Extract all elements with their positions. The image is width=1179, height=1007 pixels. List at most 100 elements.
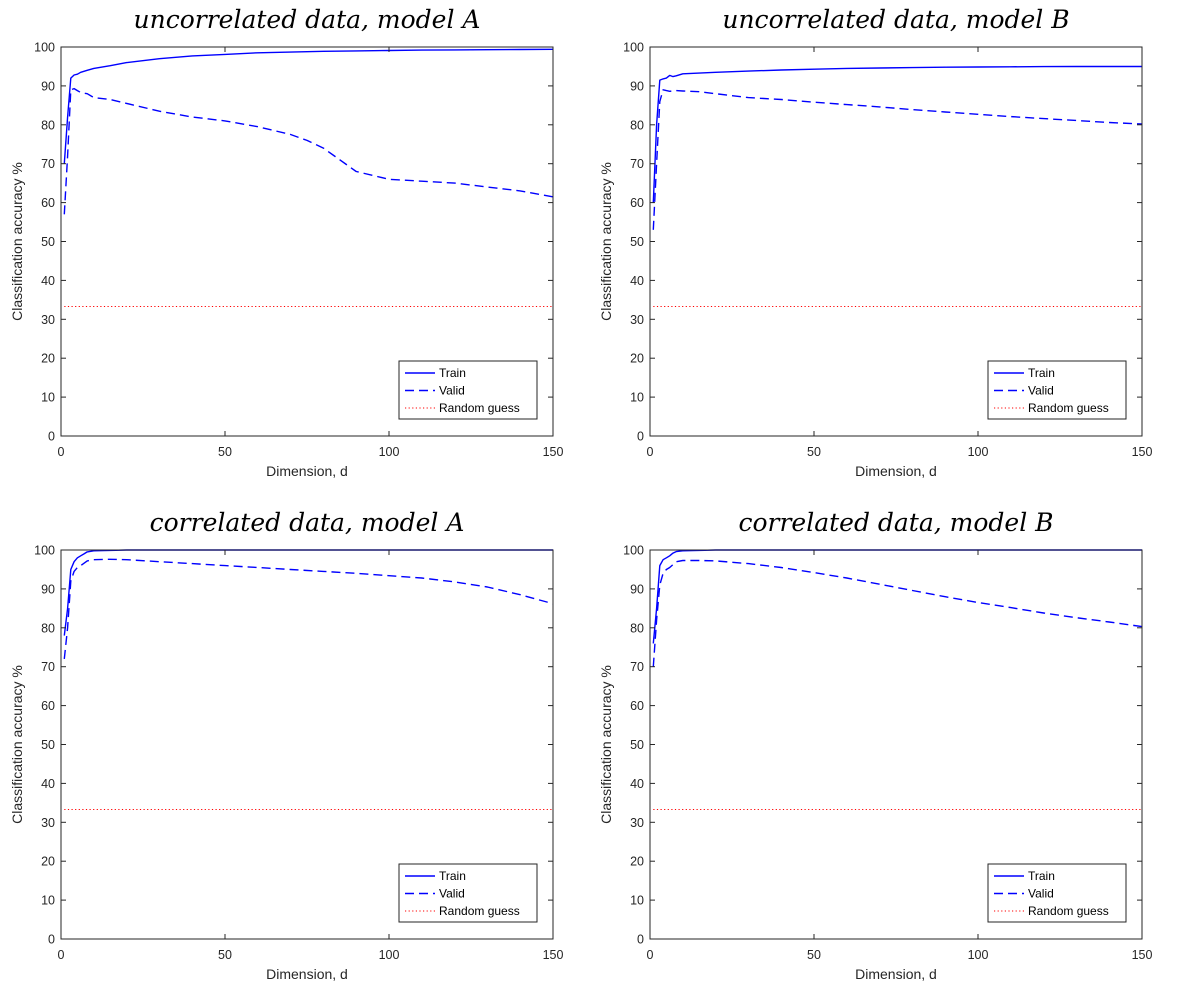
y-tick-label: 0 — [637, 430, 644, 444]
x-tick-label: 100 — [379, 948, 400, 962]
y-tick-label: 50 — [630, 235, 644, 249]
chart-panel-3: correlated data, model A 0 10 20 30 40 50 60 70 8… — [0, 503, 590, 1006]
y-tick-label: 10 — [41, 391, 55, 405]
y-axis-label: Classification accuracy % — [598, 665, 614, 824]
y-tick-label: 10 — [630, 894, 644, 908]
series-line — [63, 48, 553, 164]
x-tick-label: 0 — [58, 445, 65, 459]
series-line — [63, 87, 553, 215]
legend: Train Valid Random guess — [987, 863, 1127, 923]
y-tick-label: 60 — [630, 196, 644, 210]
y-axis-label: Classification accuracy % — [9, 162, 25, 321]
y-tick-label: 100 — [34, 544, 55, 558]
y-tick-label: 0 — [48, 933, 55, 947]
chart-svg: uncorrelated data, model A 0 10 20 30 40 50 60 7… — [9, 5, 564, 479]
y-tick-label: 10 — [630, 391, 644, 405]
y-tick-label: 100 — [34, 41, 55, 55]
series-line — [652, 65, 1142, 203]
y-tick-label: 40 — [41, 777, 55, 791]
legend-label: Random guess — [1028, 401, 1109, 415]
legend-label: Train — [1028, 869, 1055, 883]
y-tick-label: 50 — [41, 235, 55, 249]
y-tick-label: 30 — [630, 816, 644, 830]
x-tick-label: 50 — [218, 948, 232, 962]
legend: Train Valid Random guess — [987, 360, 1127, 420]
y-tick-label: 80 — [41, 118, 55, 132]
legend-label: Train — [1028, 366, 1055, 380]
y-tick-label: 90 — [41, 582, 55, 596]
legend-label: Train — [439, 366, 466, 380]
y-tick-label: 100 — [623, 41, 644, 55]
legend-label: Random guess — [439, 401, 520, 415]
y-tick-label: 90 — [630, 79, 644, 93]
y-tick-label: 60 — [630, 699, 644, 713]
legend-label: Valid — [1028, 384, 1054, 398]
chart-panel-1: uncorrelated data, model A 0 10 20 30 40 50 60 7… — [0, 0, 590, 503]
y-tick-label: 50 — [630, 738, 644, 752]
y-tick-label: 90 — [630, 582, 644, 596]
legend-label: Valid — [1028, 887, 1054, 901]
y-tick-label: 20 — [41, 855, 55, 869]
y-tick-label: 30 — [630, 313, 644, 327]
x-axis-label: Dimension, d — [855, 966, 937, 982]
x-axis-label: Dimension, d — [266, 966, 348, 982]
y-tick-label: 90 — [41, 79, 55, 93]
y-tick-label: 20 — [41, 352, 55, 366]
series-valid — [63, 558, 553, 659]
y-tick-label: 10 — [41, 894, 55, 908]
legend-label: Train — [439, 869, 466, 883]
y-tick-label: 60 — [41, 196, 55, 210]
y-tick-label: 80 — [630, 118, 644, 132]
chart-panel-4: correlated data, model B 0 10 20 30 40 50 60 70 8… — [589, 503, 1179, 1006]
series-line — [652, 559, 1142, 667]
chart-title: uncorrelated data, model B — [722, 5, 1069, 34]
y-tick-label: 70 — [630, 660, 644, 674]
x-tick-label: 150 — [1132, 948, 1153, 962]
x-tick-label: 150 — [1132, 445, 1153, 459]
x-axis-label: Dimension, d — [266, 463, 348, 479]
y-tick-label: 30 — [41, 313, 55, 327]
y-tick-label: 40 — [630, 274, 644, 288]
chart-panel-2: uncorrelated data, model B 0 10 20 30 40 50 60 7… — [589, 0, 1179, 503]
chart-title: correlated data, model A — [150, 508, 465, 537]
chart-svg: correlated data, model B 0 10 20 30 40 50 60 70 8… — [598, 508, 1153, 982]
y-tick-label: 70 — [630, 157, 644, 171]
legend: Train Valid Random guess — [398, 863, 538, 923]
y-tick-label: 60 — [41, 699, 55, 713]
x-tick-label: 50 — [218, 445, 232, 459]
series-valid — [652, 89, 1142, 230]
y-tick-label: 70 — [41, 660, 55, 674]
legend-label: Random guess — [439, 904, 520, 918]
chart-svg: uncorrelated data, model B 0 10 20 30 40 50 60 7… — [598, 5, 1153, 479]
series-line — [652, 89, 1142, 230]
chart-svg: correlated data, model A 0 10 20 30 40 50 60 70 8… — [9, 508, 563, 982]
series-train — [63, 48, 553, 164]
y-tick-label: 100 — [623, 544, 644, 558]
y-axis-label: Classification accuracy % — [598, 162, 614, 321]
x-tick-label: 150 — [543, 445, 564, 459]
x-tick-label: 0 — [58, 948, 65, 962]
y-tick-label: 0 — [637, 933, 644, 947]
y-tick-label: 50 — [41, 738, 55, 752]
series-train — [652, 65, 1142, 203]
y-tick-label: 40 — [41, 274, 55, 288]
x-tick-label: 0 — [647, 948, 654, 962]
y-tick-label: 0 — [48, 430, 55, 444]
y-axis-label: Classification accuracy % — [9, 665, 25, 824]
y-tick-label: 30 — [41, 816, 55, 830]
x-tick-label: 100 — [379, 445, 400, 459]
legend-label: Valid — [439, 384, 465, 398]
y-tick-label: 80 — [41, 621, 55, 635]
y-tick-label: 70 — [41, 157, 55, 171]
y-tick-label: 20 — [630, 855, 644, 869]
series-valid — [652, 559, 1142, 667]
x-tick-label: 50 — [807, 445, 821, 459]
legend-label: Valid — [439, 887, 465, 901]
x-tick-label: 50 — [807, 948, 821, 962]
legend-label: Random guess — [1028, 904, 1109, 918]
y-tick-label: 20 — [630, 352, 644, 366]
x-tick-label: 100 — [968, 445, 989, 459]
legend: Train Valid Random guess — [398, 360, 538, 420]
y-tick-label: 80 — [630, 621, 644, 635]
series-valid — [63, 87, 553, 215]
